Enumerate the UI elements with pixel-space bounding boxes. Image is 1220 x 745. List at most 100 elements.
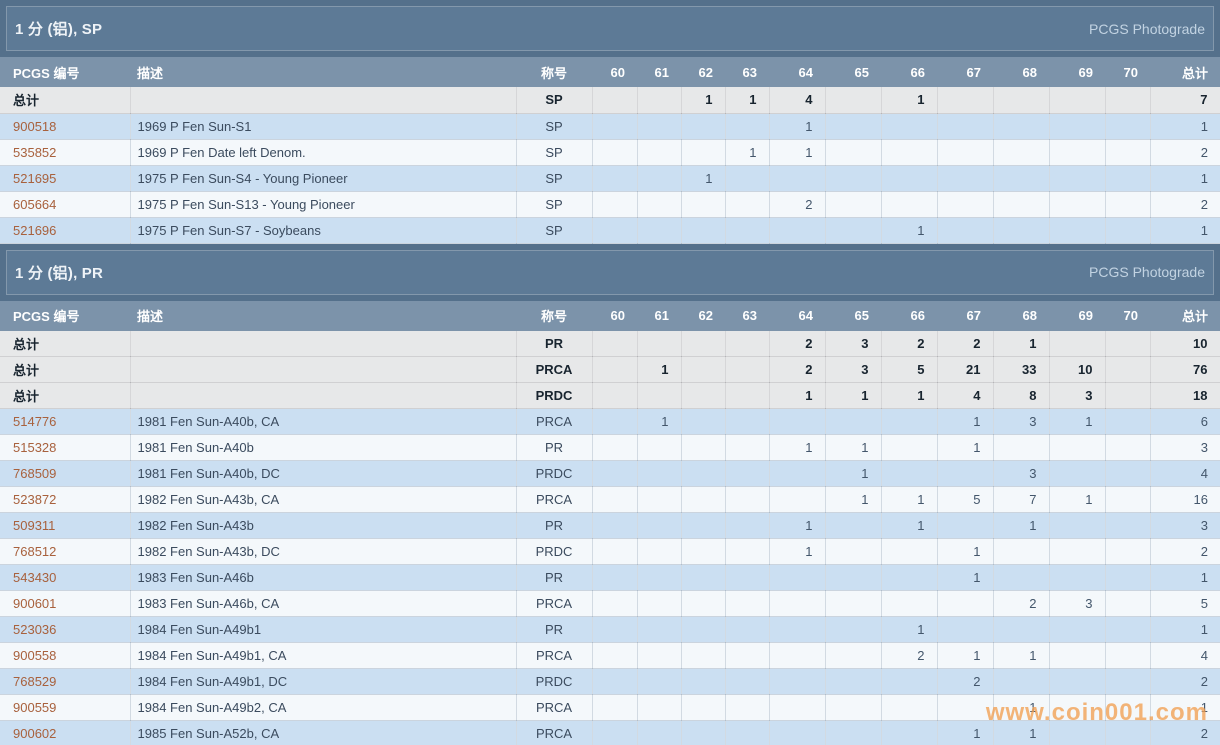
grade-count-63: 1: [725, 87, 770, 114]
grade-count-70: [1105, 720, 1151, 745]
designation: PR: [516, 616, 593, 643]
table-row: 605664 1975 P Fen Sun-S13 - Young Pioneer…: [0, 191, 1220, 218]
table-row: 900601 1983 Fen Sun-A46b, CA PRCA 2 3 5: [0, 590, 1220, 617]
photograde-label[interactable]: PCGS Photograde: [1089, 20, 1205, 37]
pcgs-number-link[interactable]: 900602: [0, 720, 131, 745]
pcgs-number-link[interactable]: 768512: [0, 538, 131, 565]
grade-count-64: [769, 616, 826, 643]
column-header-grade-61: 61: [654, 308, 669, 323]
grade-count-69: [1049, 564, 1106, 591]
grade-count-61: 1: [637, 408, 682, 435]
table-row: 900518 1969 P Fen Sun-S1 SP 1 1: [0, 113, 1220, 140]
grade-count-61: [637, 139, 682, 166]
grade-count-68: [993, 165, 1050, 192]
grade-count-70: [1105, 139, 1151, 166]
grade-count-67: [937, 113, 994, 140]
pcgs-number-link[interactable]: 515328: [0, 434, 131, 461]
grade-count-68: 1: [993, 694, 1050, 721]
grade-count-61: [637, 217, 682, 244]
column-header-grade-65: 65: [854, 64, 869, 80]
pcgs-number-link[interactable]: 900558: [0, 642, 131, 669]
grade-count-63: [725, 460, 770, 487]
grade-count-60: [592, 139, 638, 166]
grade-count-67: [937, 616, 994, 643]
grade-count-65: [825, 642, 882, 669]
pcgs-number-link[interactable]: 521695: [0, 165, 131, 192]
designation: SP: [516, 217, 593, 244]
grade-count-62: [681, 720, 726, 745]
pcgs-number-link[interactable]: 514776: [0, 408, 131, 435]
grade-count-68: 33: [993, 356, 1050, 383]
grade-count-69: 3: [1049, 590, 1106, 617]
photograde-label[interactable]: PCGS Photograde: [1089, 264, 1205, 280]
row-total: 1: [1150, 564, 1220, 591]
grade-count-60: [592, 113, 638, 140]
grade-count-66: 5: [881, 356, 938, 383]
pcgs-number-link[interactable]: 900518: [0, 113, 131, 140]
grade-count-61: [637, 694, 682, 721]
row-total: 18: [1150, 382, 1220, 409]
coin-description: 1984 Fen Sun-A49b1: [130, 616, 517, 643]
coin-description: 1981 Fen Sun-A40b, CA: [130, 408, 517, 435]
grade-count-67: [937, 217, 994, 244]
pcgs-number-link[interactable]: 523872: [0, 486, 131, 513]
column-header-grade-67: 67: [966, 64, 981, 80]
grade-count-68: 1: [993, 330, 1050, 357]
grade-count-62: [681, 408, 726, 435]
total-row: 总计 PRCA 1 2 3 5 21 33 10 76: [0, 356, 1220, 383]
column-header-grade-63: 63: [742, 64, 757, 80]
grade-count-68: [993, 139, 1050, 166]
grade-count-69: [1049, 512, 1106, 539]
pcgs-number-link[interactable]: 509311: [0, 512, 131, 539]
coin-description: 1981 Fen Sun-A40b: [130, 434, 517, 461]
grade-count-67: [937, 191, 994, 218]
column-header-grade-66: 66: [910, 308, 925, 323]
grade-count-67: [937, 590, 994, 617]
grade-count-63: [725, 694, 770, 721]
grade-count-64: 1: [769, 382, 826, 409]
grade-count-63: [725, 356, 770, 383]
column-header-grade-64: 64: [798, 64, 813, 80]
grade-count-69: [1049, 642, 1106, 669]
grade-count-67: [937, 87, 994, 114]
table-header-row: PCGS 编号 描述 称号 60 61 62 63 64 65 66 67 68 69 70 总计: [0, 300, 1220, 331]
pcgs-number-link[interactable]: 605664: [0, 191, 131, 218]
designation: PRCA: [516, 694, 593, 721]
grade-count-64: [769, 217, 826, 244]
grade-count-65: [825, 720, 882, 745]
grade-count-64: [769, 668, 826, 695]
grade-count-66: [881, 165, 938, 192]
grade-count-60: [592, 642, 638, 669]
grade-count-64: 1: [769, 113, 826, 140]
grade-count-67: 2: [937, 668, 994, 695]
pcgs-number-link[interactable]: 523036: [0, 616, 131, 643]
grade-count-60: [592, 330, 638, 357]
pcgs-number-link[interactable]: 535852: [0, 139, 131, 166]
pcgs-number-link[interactable]: 521696: [0, 217, 131, 244]
column-header-grade-70: 70: [1123, 308, 1138, 323]
row-total: 1: [1150, 113, 1220, 140]
column-header-description: 描述: [137, 309, 164, 324]
grade-count-63: [725, 434, 770, 461]
grade-count-66: 1: [881, 616, 938, 643]
pcgs-number-link[interactable]: 768509: [0, 460, 131, 487]
row-total: 5: [1150, 590, 1220, 617]
grade-count-65: 3: [825, 356, 882, 383]
row-total: 2: [1150, 139, 1220, 166]
coin-description: [130, 356, 517, 383]
grade-count-62: [681, 356, 726, 383]
grade-count-69: 10: [1049, 356, 1106, 383]
grade-count-64: 2: [769, 330, 826, 357]
grade-count-70: [1105, 486, 1151, 513]
grade-count-60: [592, 87, 638, 114]
grade-count-68: [993, 564, 1050, 591]
pcgs-number-link[interactable]: 543430: [0, 564, 131, 591]
pcgs-number-link[interactable]: 768529: [0, 668, 131, 695]
pcgs-number-link[interactable]: 900601: [0, 590, 131, 617]
grade-count-65: [825, 590, 882, 617]
pcgs-number-link[interactable]: 900559: [0, 694, 131, 721]
grade-count-64: [769, 642, 826, 669]
grade-count-60: [592, 720, 638, 745]
table-row: 768529 1984 Fen Sun-A49b1, DC PRDC 2 2: [0, 668, 1220, 695]
